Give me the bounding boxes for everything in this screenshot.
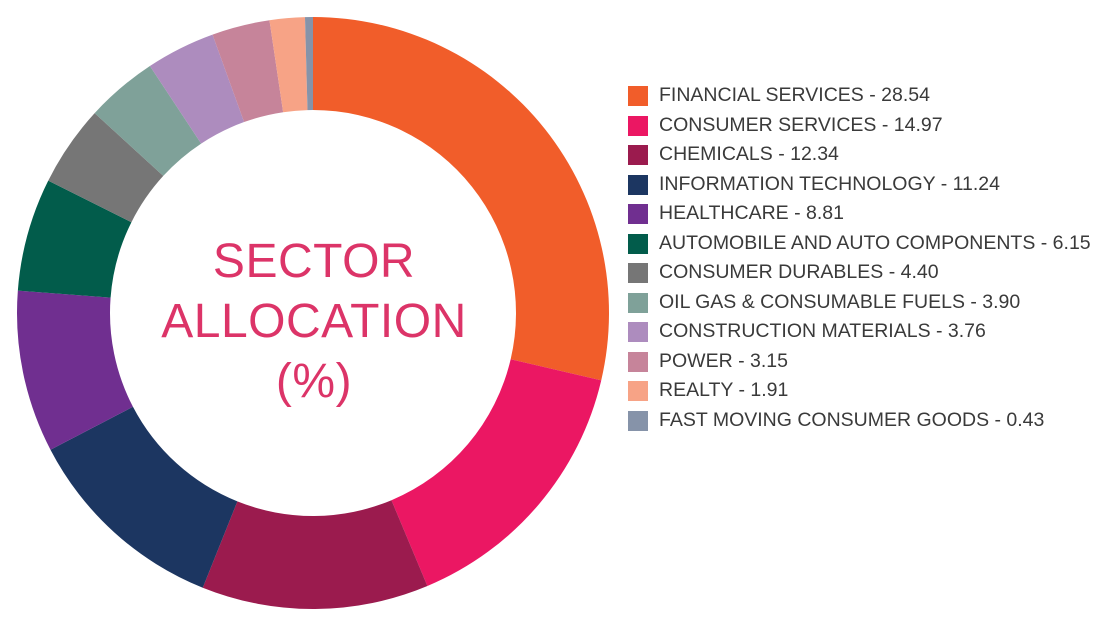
donut-slice-fast-moving-consumer-goods [304,17,313,111]
legend-item: REALTY - 1.91 [628,379,1103,404]
donut-slice-automobile-and-auto-components [17,180,132,298]
legend-item: OIL GAS & CONSUMABLE FUELS - 3.90 [628,291,1103,316]
legend-swatch [628,292,648,313]
legend-item: CONSTRUCTION MATERIALS - 3.76 [628,320,1103,345]
legend-item: HEALTHCARE - 8.81 [628,202,1103,227]
donut-slice-power [212,20,284,123]
legend-swatch [628,233,648,254]
legend-item: CONSUMER DURABLES - 4.40 [628,261,1103,286]
legend-swatch [628,145,648,165]
donut-slice-information-technology [50,406,238,588]
donut-slice-chemicals [202,500,428,609]
legend: FINANCIAL SERVICES - 28.54 CONSUMER SERVI… [628,84,1103,438]
legend-swatch [628,381,648,401]
legend-item: FAST MOVING CONSUMER GOODS - 0.43 [628,409,1103,434]
legend-label: CONSUMER SERVICES - 14.97 [659,113,943,136]
donut-slice-construction-materials [149,34,245,144]
legend-label: FINANCIAL SERVICES - 28.54 [659,84,930,106]
legend-label: POWER - 3.15 [659,349,788,372]
legend-swatch [628,351,648,372]
legend-item: CHEMICALS - 12.34 [628,143,1103,168]
legend-label: REALTY - 1.91 [659,379,789,401]
donut-slice-oil-gas-consumable-fuels [94,65,202,176]
legend-swatch [628,410,648,431]
legend-label: OIL GAS & CONSUMABLE FUELS - 3.90 [659,290,1021,313]
chart-title: SECTOR ALLOCATION (%) [114,232,514,412]
legend-item: AUTOMOBILE AND AUTO COMPONENTS - 6.15 [628,232,1103,257]
donut-slice-healthcare [16,290,133,450]
donut-chart [16,17,609,609]
legend-item: CONSUMER SERVICES - 14.97 [628,114,1103,139]
legend-item: INFORMATION TECHNOLOGY - 11.24 [628,173,1103,198]
donut-slice-realty [269,17,308,113]
chart-title-line: (%) [275,355,353,408]
legend-label: HEALTHCARE - 8.81 [659,202,844,224]
legend-label: INFORMATION TECHNOLOGY - 11.24 [659,172,1000,195]
legend-swatch [628,115,648,136]
legend-swatch [628,263,648,283]
legend-label: FAST MOVING CONSUMER GOODS - 0.43 [659,408,1045,431]
legend-label: CONSTRUCTION MATERIALS - 3.76 [659,320,986,342]
legend-label: AUTOMOBILE AND AUTO COMPONENTS - 6.15 [659,231,1091,254]
legend-item: FINANCIAL SERVICES - 28.54 [628,84,1103,109]
donut-slice-consumer-services [391,359,602,587]
legend-swatch [628,322,648,342]
donut-slice-financial-services [313,17,609,381]
legend-swatch [628,204,648,224]
chart-title-line: ALLOCATION [161,295,467,348]
legend-swatch [628,174,648,195]
legend-label: CONSUMER DURABLES - 4.40 [659,261,939,283]
donut-slice-consumer-durables [48,113,164,223]
legend-swatch [628,86,648,106]
legend-label: CHEMICALS - 12.34 [659,143,839,165]
chart-title-line: SECTOR [212,235,416,288]
legend-item: POWER - 3.15 [628,350,1103,375]
